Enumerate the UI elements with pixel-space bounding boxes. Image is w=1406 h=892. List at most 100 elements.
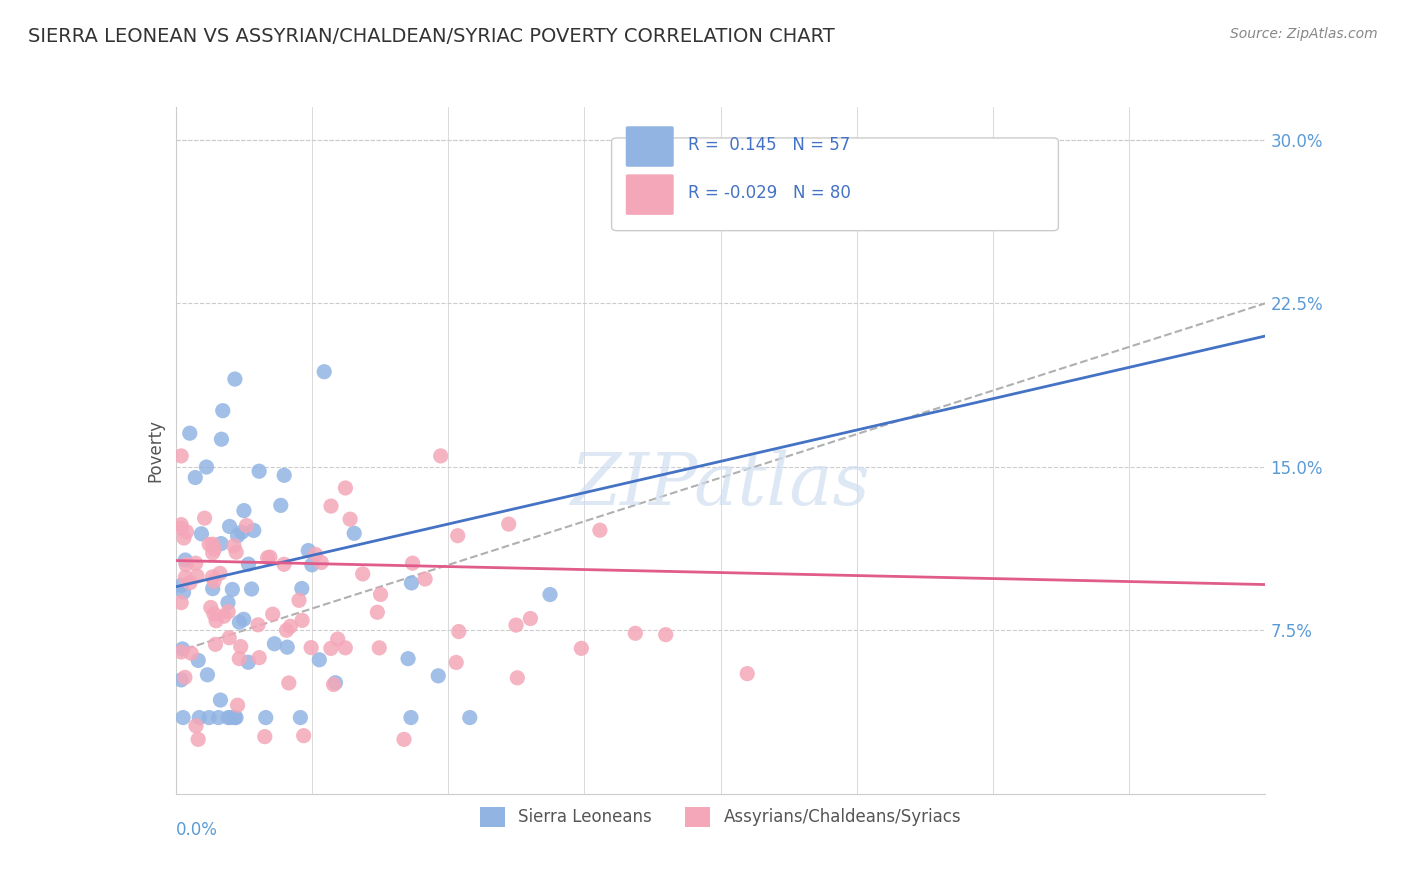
Point — [180, 646, 202, 660]
Point — [447, 529, 470, 543]
Point — [217, 596, 239, 610]
Point — [195, 460, 218, 475]
Text: R = -0.029   N = 80: R = -0.029 N = 80 — [688, 184, 851, 202]
Point — [399, 710, 422, 724]
Point — [326, 632, 349, 646]
Point — [401, 576, 423, 591]
Text: 0.0%: 0.0% — [176, 822, 218, 839]
Point — [276, 640, 298, 655]
Point — [247, 650, 270, 665]
Point — [174, 558, 197, 572]
Point — [202, 607, 225, 621]
Point — [392, 732, 415, 747]
Point — [200, 600, 222, 615]
Point — [413, 572, 436, 586]
Point — [238, 557, 260, 571]
Point — [218, 519, 240, 533]
Point — [170, 578, 193, 592]
Point — [270, 499, 292, 513]
Point — [401, 556, 423, 570]
Point — [352, 566, 374, 581]
Point — [322, 677, 344, 691]
Point — [277, 676, 299, 690]
FancyBboxPatch shape — [626, 174, 673, 215]
Point — [194, 511, 217, 525]
Point — [538, 588, 561, 602]
Point — [429, 449, 451, 463]
Point — [174, 553, 197, 567]
Point — [219, 710, 242, 724]
Point — [179, 426, 201, 441]
Point — [654, 627, 676, 641]
Point — [263, 637, 285, 651]
Point — [735, 666, 758, 681]
Point — [343, 526, 366, 541]
Point — [184, 470, 207, 484]
Point — [291, 613, 314, 627]
Point — [291, 582, 314, 596]
Point — [184, 719, 207, 733]
Point — [325, 675, 347, 690]
Point — [228, 651, 250, 665]
Point — [201, 546, 224, 560]
Point — [197, 667, 219, 681]
Point — [170, 596, 193, 610]
Point — [174, 570, 197, 584]
Point — [233, 503, 256, 517]
Point — [273, 468, 295, 483]
Point — [217, 710, 239, 724]
Point — [444, 656, 467, 670]
Point — [201, 582, 224, 596]
Point — [319, 499, 342, 513]
Point — [170, 517, 193, 532]
Y-axis label: Poverty: Poverty — [146, 419, 165, 482]
Point — [172, 710, 194, 724]
Point — [173, 531, 195, 545]
Point — [202, 574, 225, 589]
Point — [589, 523, 612, 537]
Point — [225, 710, 247, 724]
Point — [221, 582, 243, 597]
Point — [231, 525, 253, 540]
Point — [273, 558, 295, 572]
Point — [259, 550, 281, 565]
Point — [204, 637, 226, 651]
Point — [290, 710, 312, 724]
Point — [226, 698, 249, 713]
Point — [170, 449, 193, 463]
Point — [506, 671, 529, 685]
Point — [366, 605, 388, 619]
Text: R =  0.145   N = 57: R = 0.145 N = 57 — [688, 136, 851, 153]
Point — [202, 542, 225, 557]
Point — [207, 710, 229, 724]
Text: ZIPatlas: ZIPatlas — [571, 450, 870, 520]
Point — [198, 537, 221, 551]
Point — [212, 609, 235, 624]
Legend: Sierra Leoneans, Assyrians/Chaldeans/Syriacs: Sierra Leoneans, Assyrians/Chaldeans/Syr… — [474, 800, 967, 834]
Point — [205, 614, 228, 628]
Point — [209, 693, 232, 707]
Point — [624, 626, 647, 640]
Point — [190, 526, 212, 541]
Point — [240, 582, 263, 596]
Point — [498, 517, 520, 532]
Point — [201, 570, 224, 584]
Point — [184, 556, 207, 570]
Point — [218, 631, 240, 645]
Point — [301, 558, 323, 572]
Point — [314, 365, 336, 379]
Point — [308, 653, 330, 667]
Point — [187, 732, 209, 747]
Point — [224, 372, 246, 386]
Point — [299, 640, 322, 655]
Point — [276, 624, 298, 638]
Point — [247, 464, 270, 478]
Point — [335, 481, 357, 495]
Point — [170, 645, 193, 659]
Point — [198, 710, 221, 724]
Point — [368, 640, 391, 655]
Point — [247, 617, 270, 632]
Point — [447, 624, 470, 639]
Point — [396, 651, 419, 665]
Point — [170, 521, 193, 535]
